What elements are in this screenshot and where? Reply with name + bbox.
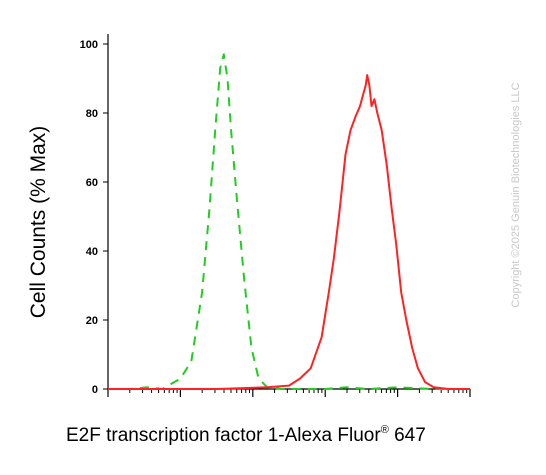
y-tick-label: 40	[86, 246, 98, 258]
x-axis-title-suffix: 647	[389, 425, 426, 446]
y-tick-label: 100	[80, 39, 98, 51]
y-tick-label: 80	[86, 108, 98, 120]
sample-curve	[108, 74, 470, 390]
x-axis-title-registered: ®	[381, 424, 389, 436]
y-axis-title: Cell Counts (% Max)	[27, 126, 50, 319]
copyright-watermark: Copyright ©2025 Genuin Biotechnologies L…	[510, 82, 522, 307]
series-layer	[108, 53, 470, 390]
y-tick-label: 0	[92, 384, 98, 396]
y-tick-label: 20	[86, 315, 98, 327]
isotype-control-curve	[108, 53, 470, 390]
y-tick-label: 60	[86, 177, 98, 189]
x-axis-title: E2F transcription factor 1-Alexa Fluor® …	[66, 424, 426, 446]
x-axis-title-main: E2F transcription factor 1-Alexa Fluor	[66, 425, 381, 446]
